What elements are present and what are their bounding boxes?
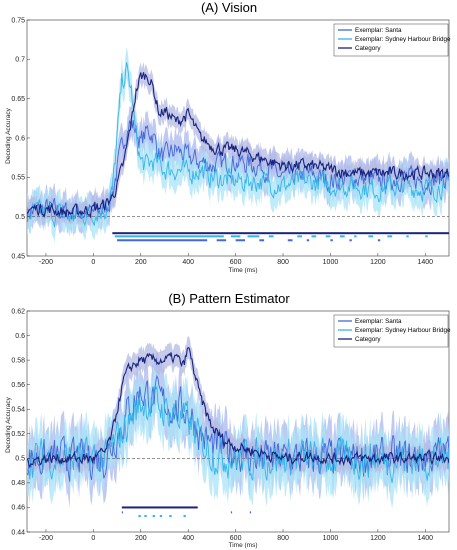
legend: Exemplar: Santa Exemplar: Sydney Harbour … (333, 314, 451, 348)
significance-marker-bridge (144, 515, 147, 518)
significance-marker-bridge (368, 235, 374, 238)
x-tick-label: 1400 (418, 535, 434, 542)
significance-marker-santa (306, 239, 310, 242)
x-tick-label: 0 (91, 535, 95, 542)
error-band-bridge (27, 359, 449, 509)
y-tick-label: 0.45 (11, 253, 25, 260)
x-tick-label: 1000 (323, 535, 339, 542)
significance-marker-bridge (183, 515, 186, 518)
y-tick-label: 0.75 (11, 17, 25, 24)
y-tick-label: 0.6 (15, 135, 25, 142)
y-tick-label: 0.48 (11, 480, 25, 487)
significance-marker-bridge (138, 515, 141, 518)
x-tick-label: 1200 (370, 535, 386, 542)
plot-frame (26, 310, 450, 533)
y-tick-label: 0.6 (15, 333, 25, 340)
significance-marker-bridge (152, 515, 156, 518)
series-line-bridge (27, 62, 449, 228)
y-tick-label: 0.55 (11, 175, 25, 182)
x-tick-label: 800 (277, 535, 289, 542)
significance-marker-bridge (387, 235, 393, 238)
legend-label-category: Category (355, 336, 381, 343)
y-tick-label: 0.65 (11, 96, 25, 103)
x-tick-label: 400 (182, 259, 194, 266)
significance-marker-santa (230, 511, 233, 514)
x-tick-label: 800 (277, 259, 289, 266)
significance-marker-santa (349, 239, 352, 242)
x-tick-label: 1400 (418, 259, 434, 266)
y-tick-label: 0.44 (11, 529, 25, 536)
panel-a-ylabel: Decoding Accuracy (5, 107, 12, 163)
series-line-category (27, 346, 449, 469)
x-tick-label: 1200 (370, 259, 386, 266)
x-tick-label: 0 (91, 259, 95, 266)
significance-marker-bridge (425, 235, 428, 238)
y-tick-label: 0.46 (11, 505, 25, 512)
significance-marker-bridge (297, 235, 303, 238)
significance-marker-santa (121, 511, 124, 514)
panel-b-ylabel: Decoding Accuracy (5, 396, 12, 452)
y-tick-label: 0.56 (11, 382, 25, 389)
x-tick-label: 600 (230, 535, 242, 542)
significance-marker-category (121, 506, 198, 509)
x-tick-label: 200 (135, 535, 147, 542)
legend-label-bridge: Exemplar: Sydney Harbour Bridge (355, 327, 451, 334)
panel-b-plot: -200 0 200 400 600 800 1000 1200 1400 0.44 0.46 0.4… (11, 308, 451, 542)
panel-b: (B) Pattern Estimator -200 0 200 400 600 800 1… (5, 291, 451, 549)
error-band-category (27, 336, 449, 479)
significance-marker-santa (259, 239, 265, 242)
y-tick-label: 0.5 (15, 456, 25, 463)
significance-marker-bridge (406, 235, 409, 238)
x-tick-label: -200 (39, 535, 53, 542)
x-tick-label: 200 (135, 259, 147, 266)
plot-area (27, 46, 449, 243)
significance-marker-bridge (268, 235, 274, 238)
significance-marker-santa (330, 239, 333, 242)
significance-marker-santa (235, 239, 246, 242)
significance-marker-bridge (354, 235, 357, 238)
x-tick-label: -200 (39, 259, 53, 266)
x-tick-label: 1000 (323, 259, 339, 266)
panel-b-xlabel: Time (ms) (228, 542, 257, 549)
x-tick-label: 600 (230, 259, 242, 266)
panel-a-xlabel: Time (ms) (228, 267, 257, 274)
significance-marker-santa (216, 239, 227, 242)
legend: Exemplar: Santa Exemplar: Sydney Harbour … (333, 23, 451, 57)
y-tick-label: 0.54 (11, 407, 25, 414)
y-tick-label: 0.7 (15, 57, 25, 64)
significance-marker-bridge (339, 235, 345, 238)
series-line-category (27, 72, 449, 219)
panel-a-title: (A) Vision (201, 0, 257, 15)
panel-a-plot: -200 0 200 400 600 800 1000 1200 1400 0.45 0.5 0.55… (11, 17, 451, 266)
significance-marker-bridge (230, 235, 241, 238)
plot-area (27, 336, 449, 518)
significance-marker-santa (249, 511, 252, 514)
y-tick-label: 0.52 (11, 431, 25, 438)
panel-a: (A) Vision -200 0 200 400 600 800 1000 1200 1400… (5, 0, 451, 274)
y-tick-label: 0.62 (11, 308, 25, 315)
panel-b-title: (B) Pattern Estimator (168, 291, 290, 306)
significance-marker-bridge (159, 515, 163, 518)
significance-marker-bridge (311, 235, 317, 238)
y-tick-label: 0.5 (15, 214, 25, 221)
significance-marker-bridge (247, 235, 260, 238)
significance-marker-santa (377, 239, 381, 242)
legend-box (333, 23, 449, 57)
error-band-bridge (27, 46, 449, 243)
significance-marker-santa (117, 239, 208, 242)
significance-marker-bridge (325, 235, 331, 238)
significance-marker-bridge (169, 515, 172, 518)
legend-box (333, 314, 449, 348)
legend-label-santa: Exemplar: Santa (355, 318, 402, 325)
significance-marker-santa (287, 239, 293, 242)
legend-label-category: Category (355, 45, 381, 52)
significance-marker-category (112, 232, 449, 235)
legend-label-santa: Exemplar: Santa (355, 27, 402, 34)
y-tick-label: 0.58 (11, 357, 25, 364)
legend-label-bridge: Exemplar: Sydney Harbour Bridge (355, 36, 451, 43)
significance-marker-bridge (114, 235, 224, 238)
x-tick-label: 400 (182, 535, 194, 542)
